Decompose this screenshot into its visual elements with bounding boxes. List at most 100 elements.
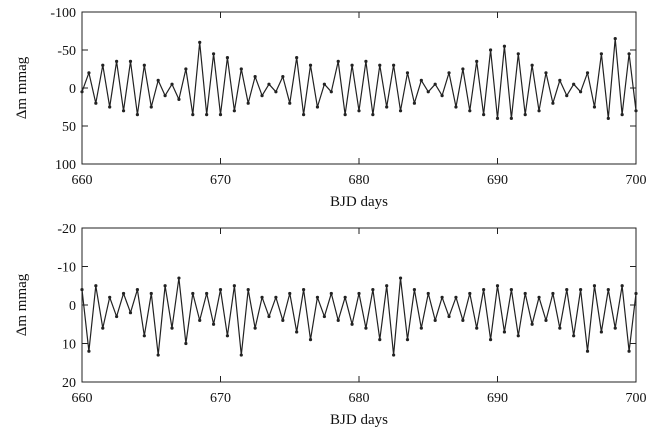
- data-point: [620, 113, 624, 117]
- data-point: [488, 338, 493, 342]
- y-axis-label: Δm mmag: [14, 273, 30, 336]
- y-tick-label: 0: [69, 299, 76, 314]
- data-point: [364, 326, 368, 330]
- data-point: [357, 109, 361, 113]
- data-point: [558, 78, 562, 82]
- data-point: [211, 52, 216, 56]
- data-point: [260, 94, 264, 98]
- data-point: [225, 56, 230, 60]
- data-point: [509, 116, 513, 120]
- data-point: [315, 295, 320, 299]
- data-point: [336, 59, 340, 64]
- series-line: [81, 277, 637, 356]
- data-point: [433, 82, 437, 86]
- data-point: [551, 291, 555, 296]
- data-point: [329, 291, 333, 296]
- data-point: [281, 75, 285, 79]
- data-point: [149, 291, 153, 296]
- data-point: [592, 284, 597, 288]
- data-point: [482, 288, 486, 292]
- y-tick-label: 10: [62, 338, 76, 353]
- x-axis-label: BJD days: [330, 412, 388, 428]
- y-tick-label: 20: [62, 376, 76, 391]
- data-point: [516, 52, 520, 56]
- data-point: [274, 295, 278, 299]
- data-point: [170, 326, 174, 330]
- series-line: [81, 38, 637, 119]
- data-point: [565, 94, 569, 98]
- x-tick-label: 700: [626, 173, 647, 188]
- data-point: [329, 90, 333, 94]
- data-point: [378, 63, 382, 67]
- data-point: [142, 334, 146, 338]
- data-point: [565, 288, 569, 292]
- data-point: [482, 113, 486, 117]
- data-point: [572, 334, 576, 338]
- y-tick-label: -10: [57, 261, 76, 276]
- data-point: [488, 48, 493, 52]
- data-point: [149, 105, 153, 109]
- data-point: [398, 109, 403, 113]
- data-point: [530, 63, 534, 67]
- data-point: [115, 59, 119, 64]
- data-point: [426, 291, 430, 296]
- data-point: [523, 291, 527, 296]
- data-point: [620, 284, 624, 288]
- data-point: [419, 78, 423, 82]
- data-point: [315, 105, 320, 109]
- data-point: [551, 101, 555, 105]
- data-point: [239, 67, 243, 71]
- data-point: [461, 67, 465, 71]
- data-point: [253, 75, 257, 79]
- data-point: [495, 116, 500, 120]
- data-point: [191, 113, 195, 117]
- data-point: [343, 113, 347, 117]
- y-tick-label: 50: [62, 120, 76, 135]
- data-point: [412, 101, 416, 105]
- data-point: [205, 113, 209, 117]
- data-point: [385, 105, 389, 109]
- plot-frame: [81, 11, 637, 165]
- data-point: [433, 318, 437, 322]
- data-point: [634, 291, 638, 296]
- data-point: [585, 71, 590, 75]
- data-point: [246, 101, 250, 105]
- x-tick-label: 670: [210, 391, 231, 406]
- data-point: [170, 82, 174, 86]
- data-point: [336, 318, 340, 322]
- data-point: [163, 284, 167, 288]
- data-point: [426, 90, 430, 94]
- data-point: [398, 276, 403, 280]
- data-point: [302, 113, 306, 117]
- data-point: [101, 326, 105, 330]
- data-point: [579, 288, 583, 292]
- data-point: [191, 291, 195, 296]
- data-point: [156, 78, 160, 82]
- data-point: [288, 101, 292, 105]
- data-point: [94, 101, 98, 105]
- data-point: [405, 71, 410, 75]
- y-tick-label: -50: [57, 44, 76, 59]
- data-point: [613, 326, 617, 330]
- data-point: [184, 67, 188, 71]
- data-point: [288, 291, 292, 296]
- y-tick-label: 0: [69, 82, 76, 97]
- x-axis-label: BJD days: [330, 194, 388, 210]
- data-point: [502, 44, 507, 48]
- data-point: [295, 56, 299, 60]
- data-point: [599, 52, 603, 56]
- data-point: [502, 330, 507, 334]
- data-point: [239, 353, 243, 357]
- data-point: [371, 288, 375, 292]
- data-point: [585, 349, 590, 353]
- data-point: [218, 288, 223, 292]
- data-point: [121, 109, 126, 113]
- x-tick-label: 670: [210, 173, 231, 188]
- data-point: [308, 63, 313, 67]
- data-point: [454, 295, 458, 299]
- data-point: [509, 288, 513, 292]
- data-point: [440, 94, 444, 98]
- data-point: [572, 82, 576, 86]
- data-point: [378, 338, 382, 342]
- data-point: [205, 291, 209, 296]
